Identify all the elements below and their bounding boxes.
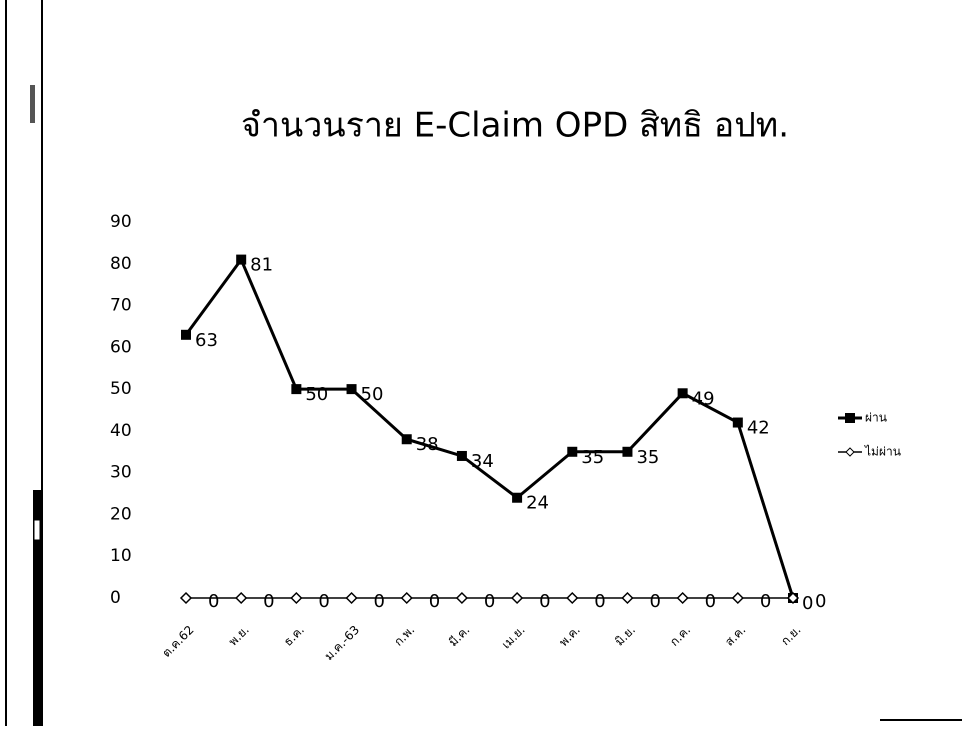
y-tick-label: 30 — [110, 463, 132, 483]
data-label: 0 — [649, 591, 660, 612]
marker-diamond — [786, 591, 800, 605]
data-label: 0 — [263, 591, 274, 612]
y-tick-label: 20 — [110, 504, 132, 524]
data-label: 50 — [361, 384, 384, 405]
data-label: 35 — [636, 447, 659, 468]
y-tick-label: 0 — [110, 588, 121, 608]
data-label: 0 — [429, 591, 440, 612]
marker-square — [567, 446, 578, 457]
data-label: 38 — [416, 434, 439, 455]
marker-square — [512, 492, 523, 503]
marker-diamond — [676, 591, 689, 605]
marker-diamond — [511, 591, 524, 605]
decoration — [33, 490, 41, 726]
data-label: 0 — [815, 591, 826, 612]
legend-label: ไม่ผ่าน — [864, 445, 901, 459]
data-label: 0 — [802, 593, 813, 614]
data-label: 0 — [539, 591, 550, 612]
y-tick-label: 90 — [110, 212, 132, 232]
marker-square — [181, 329, 191, 340]
y-tick-label: 50 — [110, 379, 132, 399]
legend-marker — [845, 447, 855, 457]
data-label: 0 — [374, 591, 385, 612]
y-tick-label: 10 — [110, 546, 132, 566]
marker-diamond — [290, 591, 303, 605]
data-label: 49 — [692, 388, 715, 409]
data-label: 34 — [471, 451, 494, 472]
marker-square — [401, 434, 412, 445]
data-label: 50 — [305, 384, 328, 405]
marker-diamond — [400, 591, 413, 605]
data-label: 0 — [208, 591, 219, 612]
y-tick-label: 70 — [110, 296, 132, 316]
data-label: 35 — [581, 447, 604, 468]
marker-diamond — [235, 591, 248, 605]
marker-square — [291, 384, 302, 395]
series-line — [184, 256, 795, 599]
marker-diamond — [731, 591, 744, 605]
data-label: 63 — [195, 330, 218, 351]
marker-diamond — [455, 591, 468, 605]
marker-square — [346, 384, 357, 395]
data-label: 81 — [250, 255, 273, 276]
legend-label: ผ่าน — [865, 411, 887, 425]
decoration — [33, 519, 41, 541]
data-label: 0 — [760, 591, 771, 612]
data-label: 0 — [705, 591, 716, 612]
data-label: 24 — [526, 493, 549, 514]
y-tick-label: 40 — [110, 421, 132, 441]
data-label: 0 — [318, 591, 329, 612]
marker-diamond — [621, 591, 634, 605]
legend-marker — [845, 413, 855, 423]
y-tick-label: 80 — [110, 254, 132, 274]
marker-diamond — [345, 591, 358, 605]
marker-diamond — [566, 591, 579, 605]
marker-diamond — [179, 591, 193, 605]
chart-title: จำนวนราย E-Claim OPD สิทธิ อปท. — [241, 106, 789, 146]
decoration — [30, 85, 35, 123]
marker-square — [456, 450, 467, 461]
data-label: 42 — [747, 418, 770, 439]
marker-square — [236, 254, 247, 265]
data-label: 0 — [594, 591, 605, 612]
marker-square — [732, 417, 743, 428]
y-tick-label: 60 — [110, 337, 132, 357]
data-label: 0 — [484, 591, 495, 612]
marker-square — [622, 446, 633, 457]
marker-square — [677, 388, 688, 399]
